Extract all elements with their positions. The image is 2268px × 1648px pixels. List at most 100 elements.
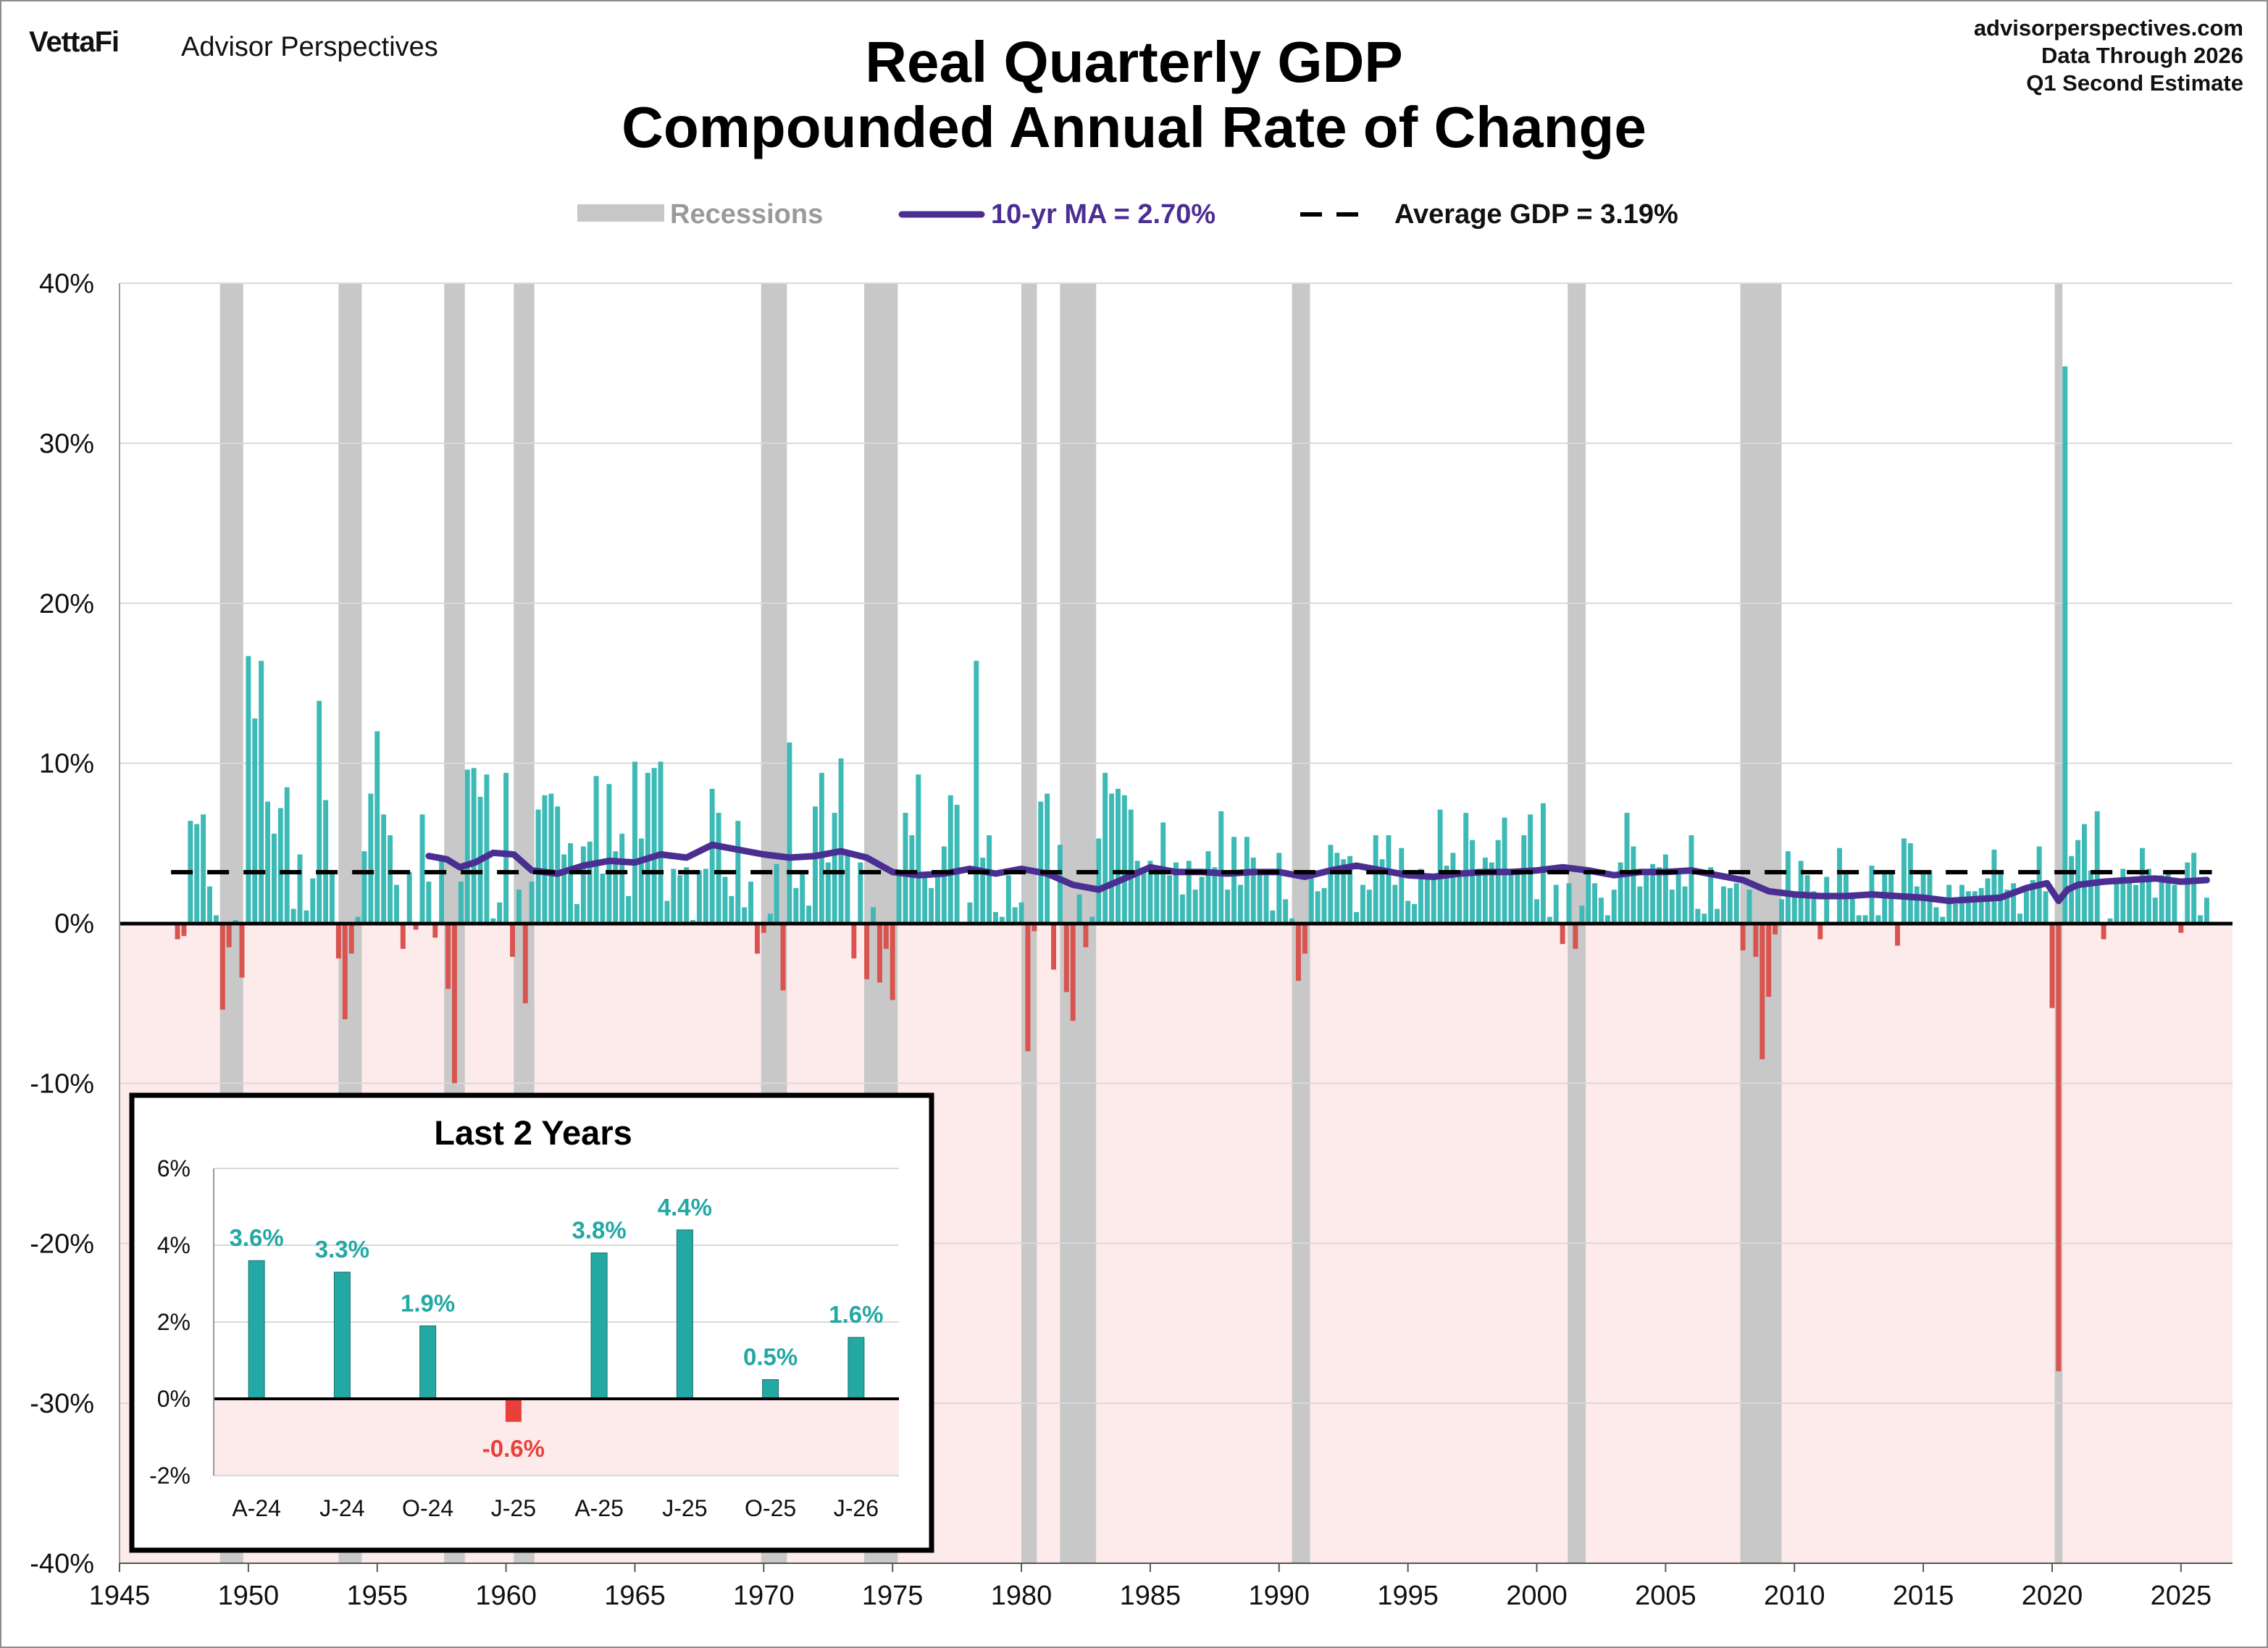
inset-y-tick-label: 0% xyxy=(157,1386,191,1412)
gdp-bar xyxy=(1715,908,1720,924)
inset-bar xyxy=(762,1379,779,1400)
gdp-bar xyxy=(1115,788,1121,924)
y-tick-labels: 40% 30% 20% 10% 0% -10% -20% -30% -40% xyxy=(30,269,94,1579)
legend-recessions: Recessions xyxy=(670,199,823,230)
inset-negative-zone xyxy=(214,1399,899,1476)
brand-name: Advisor Perspectives xyxy=(181,32,438,62)
gdp-bar xyxy=(909,835,915,924)
gdp-bar xyxy=(729,895,735,924)
gdp-bar xyxy=(1450,853,1456,924)
x-tick-label: 2020 xyxy=(2022,1581,2083,1611)
gdp-bar xyxy=(1012,907,1018,924)
gdp-bar xyxy=(941,846,947,924)
inset-bar xyxy=(590,1252,608,1400)
gdp-bar xyxy=(658,761,664,924)
gdp-bar xyxy=(2101,923,2106,940)
legend-ma: 10-yr MA = 2.70% xyxy=(991,199,1215,230)
gdp-bar xyxy=(580,846,586,924)
brand-logo: VettaFi xyxy=(29,26,120,58)
inset-category-label: J-25 xyxy=(491,1495,536,1521)
gdp-bar xyxy=(1038,801,1044,924)
gdp-bar xyxy=(2114,879,2120,924)
gdp-bar xyxy=(317,700,322,924)
gdp-bar xyxy=(2140,848,2145,924)
gdp-bar xyxy=(1547,916,1552,924)
gdp-bar xyxy=(1321,887,1327,924)
inset-bar xyxy=(848,1337,865,1400)
gdp-bar xyxy=(1463,813,1469,924)
inset-category-label: A-25 xyxy=(574,1495,624,1521)
gdp-bar xyxy=(2081,824,2087,924)
gdp-bar xyxy=(490,918,496,924)
x-tick-label: 2000 xyxy=(1506,1581,1568,1611)
gdp-bar xyxy=(207,886,212,924)
gdp-bar xyxy=(684,867,690,924)
gdp-bar xyxy=(677,875,683,924)
y-tick-label: 10% xyxy=(39,749,94,779)
gdp-bar xyxy=(181,923,187,937)
gdp-bar xyxy=(1250,857,1256,924)
inset-y-tick-labels: 6% 4% 2% 0% -2% xyxy=(149,1155,191,1489)
gdp-bar xyxy=(1121,795,1127,924)
gdp-bar xyxy=(600,874,606,924)
gdp-bar xyxy=(330,874,335,924)
gdp-bar xyxy=(1231,837,1237,924)
gdp-bar xyxy=(1695,908,1701,924)
gdp-bar xyxy=(1856,915,1862,924)
gdp-bar xyxy=(1366,890,1372,924)
gdp-bar xyxy=(2043,891,2049,924)
gdp-bar xyxy=(323,800,329,924)
inset-y-tick-label: -2% xyxy=(149,1463,191,1489)
gdp-bar xyxy=(503,772,509,924)
gdp-bar xyxy=(1392,884,1398,924)
gdp-bar xyxy=(800,870,805,924)
gdp-bar xyxy=(175,923,180,940)
source-note: advisorperspectives.com Data Through 202… xyxy=(1974,14,2243,97)
gdp-bar xyxy=(484,774,490,924)
gdp-bar xyxy=(1360,884,1365,924)
gdp-bar xyxy=(2107,918,2113,924)
gdp-bar xyxy=(471,768,477,924)
gdp-bar xyxy=(871,907,876,924)
legend: Recessions 10-yr MA = 2.70% Average GDP … xyxy=(577,199,1678,230)
ma-line xyxy=(425,841,2210,905)
gdp-bar xyxy=(645,772,650,924)
gdp-bar xyxy=(445,923,451,990)
y-tick-label: -20% xyxy=(30,1229,94,1259)
gdp-bar xyxy=(1560,923,1565,945)
x-tick-label: 2005 xyxy=(1635,1581,1696,1611)
inset-bar xyxy=(676,1229,693,1400)
gdp-bar xyxy=(748,882,754,924)
gdp-bar xyxy=(1386,835,1392,924)
gdp-bar xyxy=(1720,886,1726,924)
gdp-bar xyxy=(1791,895,1797,924)
gdp-bar xyxy=(1032,923,1037,932)
gdp-bar xyxy=(561,854,567,924)
inset-data-label: -0.6% xyxy=(482,1435,545,1462)
gdp-bar xyxy=(632,761,637,924)
gdp-bar xyxy=(1675,869,1681,924)
gdp-bar xyxy=(1953,903,1959,924)
gdp-bar xyxy=(2178,923,2184,933)
gdp-bar xyxy=(1296,923,1301,982)
gdp-bar xyxy=(1147,861,1153,924)
gdp-bar xyxy=(864,923,870,979)
inset-chart: Last 2 Years 6% 4% 2% 0% -2% 3.6% A-24 3.3% J-2… xyxy=(129,1092,934,1553)
gdp-bar xyxy=(265,801,271,924)
gdp-bar xyxy=(574,903,579,924)
x-tick-label: 1980 xyxy=(991,1581,1053,1611)
gdp-bar xyxy=(954,805,960,924)
gdp-bar xyxy=(606,784,612,924)
gdp-bar xyxy=(226,923,232,948)
gdp-bar xyxy=(851,923,857,959)
gdp-bar xyxy=(1134,861,1140,924)
gdp-bar xyxy=(439,861,445,924)
gdp-bar xyxy=(297,854,303,924)
gdp-bar xyxy=(2049,923,2055,1008)
gdp-bar xyxy=(2172,884,2177,924)
gdp-bar xyxy=(2191,853,2197,924)
gdp-bar xyxy=(2030,879,2035,924)
gdp-bar xyxy=(1598,898,1604,924)
gdp-bar xyxy=(413,923,419,930)
inset-data-label: 1.6% xyxy=(829,1301,883,1328)
